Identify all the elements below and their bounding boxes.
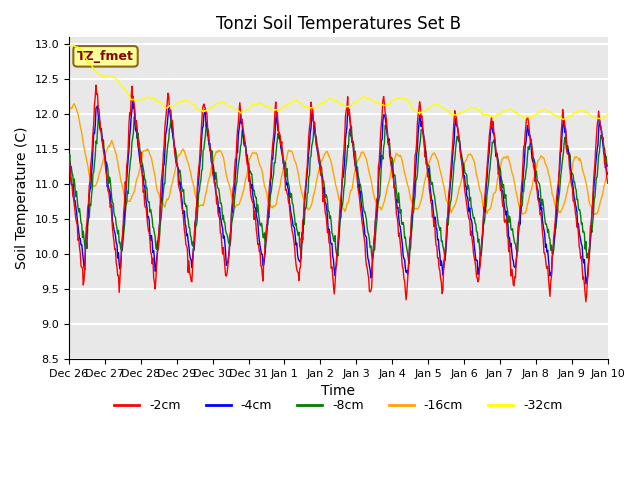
Title: Tonzi Soil Temperatures Set B: Tonzi Soil Temperatures Set B: [216, 15, 461, 33]
Legend: -2cm, -4cm, -8cm, -16cm, -32cm: -2cm, -4cm, -8cm, -16cm, -32cm: [109, 394, 568, 417]
Text: TZ_fmet: TZ_fmet: [77, 50, 134, 63]
Y-axis label: Soil Temperature (C): Soil Temperature (C): [15, 127, 29, 269]
X-axis label: Time: Time: [321, 384, 355, 398]
